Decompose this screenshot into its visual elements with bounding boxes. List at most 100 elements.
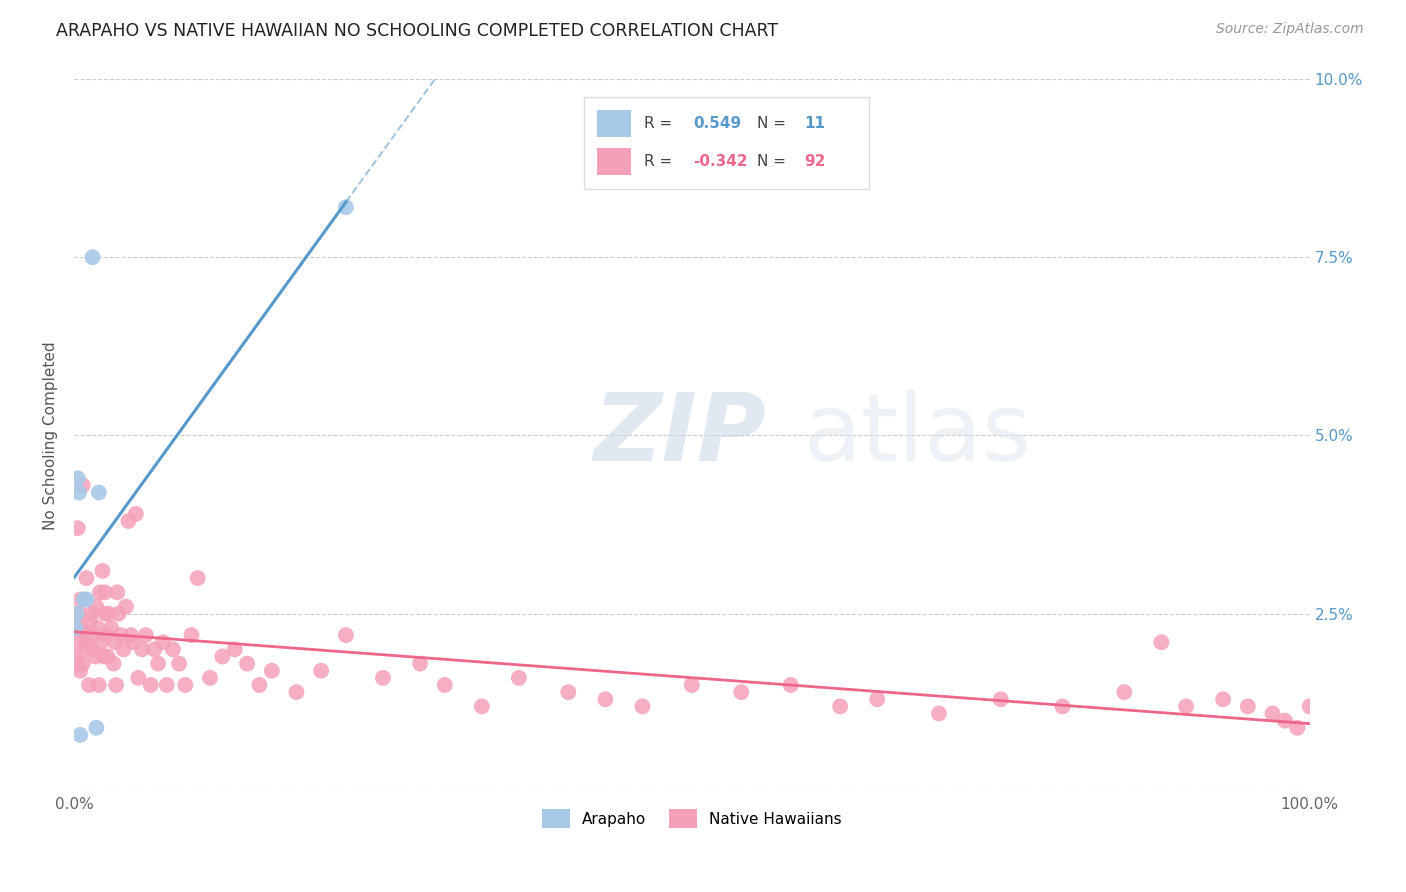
Point	[91, 564, 114, 578]
Point	[83, 628, 105, 642]
Point	[1261, 706, 1284, 721]
Point	[67, 607, 90, 621]
Point	[162, 642, 184, 657]
Text: 11: 11	[804, 116, 825, 131]
Point	[100, 621, 122, 635]
Point	[103, 657, 125, 671]
Point	[198, 671, 221, 685]
Text: -0.342: -0.342	[693, 154, 748, 169]
Point	[115, 599, 138, 614]
Point	[69, 728, 91, 742]
Text: R =: R =	[644, 116, 676, 131]
Point	[174, 678, 197, 692]
Point	[84, 649, 107, 664]
Point	[830, 699, 852, 714]
Point	[335, 200, 357, 214]
Point	[90, 635, 112, 649]
Point	[866, 692, 889, 706]
Point	[87, 678, 110, 692]
Point	[87, 485, 110, 500]
Point	[80, 607, 103, 621]
Text: 92: 92	[804, 154, 825, 169]
Point	[75, 571, 97, 585]
Point	[96, 628, 118, 642]
Point	[156, 678, 179, 692]
Point	[86, 621, 108, 635]
Point	[260, 664, 283, 678]
Point	[82, 642, 104, 657]
Point	[433, 678, 456, 692]
Point	[110, 628, 132, 642]
Point	[117, 514, 139, 528]
Point	[75, 642, 97, 657]
Point	[224, 642, 246, 657]
Point	[1052, 699, 1074, 714]
Text: Source: ZipAtlas.com: Source: ZipAtlas.com	[1216, 22, 1364, 37]
Text: 0.549: 0.549	[693, 116, 741, 131]
Point	[779, 678, 801, 692]
Point	[187, 571, 209, 585]
Point	[66, 657, 89, 671]
Point	[236, 657, 259, 671]
Point	[211, 649, 233, 664]
Point	[75, 592, 97, 607]
Point	[1286, 721, 1309, 735]
Point	[82, 250, 104, 264]
Point	[120, 628, 142, 642]
Point	[125, 507, 148, 521]
Text: N =: N =	[758, 154, 792, 169]
Point	[105, 585, 128, 599]
Point	[77, 678, 100, 692]
Point	[122, 635, 145, 649]
Point	[112, 642, 135, 657]
FancyBboxPatch shape	[585, 97, 869, 189]
Point	[285, 685, 308, 699]
Point	[105, 678, 128, 692]
Point	[631, 699, 654, 714]
Legend: Arapaho, Native Hawaiians: Arapaho, Native Hawaiians	[536, 804, 848, 834]
Point	[409, 657, 432, 671]
Text: R =: R =	[644, 154, 676, 169]
Point	[96, 649, 118, 664]
Point	[94, 607, 117, 621]
Text: ZIP: ZIP	[593, 390, 766, 482]
Point	[86, 721, 108, 735]
Point	[66, 471, 89, 485]
Point	[65, 628, 87, 642]
Point	[70, 621, 93, 635]
Point	[335, 628, 357, 642]
Point	[557, 685, 579, 699]
Point	[371, 671, 394, 685]
Point	[131, 642, 153, 657]
Point	[75, 635, 97, 649]
Point	[73, 628, 96, 642]
Point	[928, 706, 950, 721]
Point	[508, 671, 530, 685]
Point	[139, 678, 162, 692]
Y-axis label: No Schooling Completed: No Schooling Completed	[44, 341, 58, 530]
Point	[471, 699, 494, 714]
Text: ARAPAHO VS NATIVE HAWAIIAN NO SCHOOLING COMPLETED CORRELATION CHART: ARAPAHO VS NATIVE HAWAIIAN NO SCHOOLING …	[56, 22, 779, 40]
FancyBboxPatch shape	[596, 111, 631, 137]
Text: N =: N =	[758, 116, 792, 131]
Point	[79, 614, 101, 628]
Point	[86, 599, 108, 614]
Point	[72, 478, 94, 492]
Point	[595, 692, 617, 706]
Point	[72, 657, 94, 671]
Point	[97, 607, 120, 621]
Point	[127, 671, 149, 685]
Point	[152, 635, 174, 649]
Point	[69, 664, 91, 678]
Point	[249, 678, 271, 692]
Point	[104, 635, 127, 649]
Point	[730, 685, 752, 699]
Point	[1150, 635, 1173, 649]
Point	[73, 592, 96, 607]
Point	[135, 628, 157, 642]
Point	[146, 657, 169, 671]
Point	[69, 592, 91, 607]
Point	[1114, 685, 1136, 699]
Text: atlas: atlas	[803, 390, 1032, 482]
Point	[93, 649, 115, 664]
